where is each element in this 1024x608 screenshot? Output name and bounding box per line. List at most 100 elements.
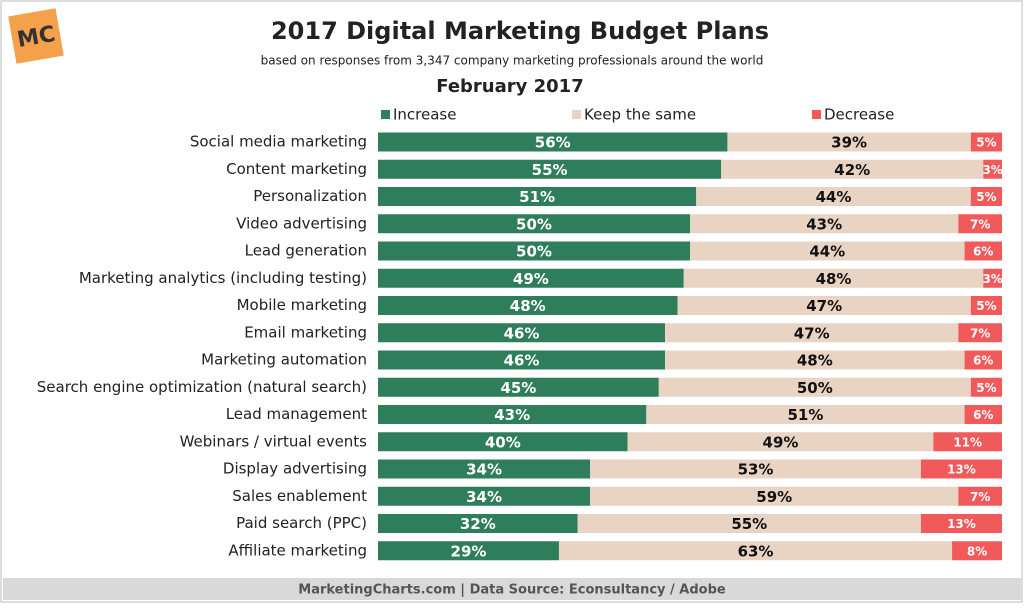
- value-label: 7%: [970, 326, 990, 340]
- bar-segment: [558, 541, 953, 561]
- bar-segment: [378, 268, 684, 288]
- category-label: Lead generation: [245, 242, 367, 260]
- chart-subtitle: based on responses from 3,347 company ma…: [261, 54, 764, 68]
- bar-segment: [665, 350, 965, 370]
- legend-swatch: [572, 110, 581, 119]
- value-label: 6%: [973, 408, 993, 422]
- footer-band: [3, 578, 1021, 600]
- value-label: 44%: [816, 188, 852, 206]
- bar-segment: [378, 132, 728, 152]
- bar-segment: [378, 159, 722, 179]
- value-label: 7%: [970, 490, 990, 504]
- bar-segment: [964, 350, 1002, 370]
- value-label: 5%: [976, 299, 996, 313]
- value-label: 43%: [806, 215, 842, 233]
- value-label: 32%: [460, 515, 496, 533]
- value-label: 49%: [513, 270, 549, 288]
- value-label: 34%: [466, 461, 502, 479]
- value-label: 63%: [738, 542, 774, 560]
- value-label: 5%: [976, 136, 996, 150]
- bar-segment: [378, 241, 690, 261]
- bar-segment: [958, 214, 1002, 234]
- value-label: 53%: [738, 461, 774, 479]
- legend-label: Increase: [393, 106, 456, 124]
- bar-segment: [378, 377, 659, 397]
- category-label: Email marketing: [244, 323, 367, 341]
- value-label: 39%: [831, 134, 867, 152]
- bar-segment: [983, 159, 1002, 179]
- bar-segment: [378, 486, 591, 506]
- value-label: 6%: [973, 245, 993, 259]
- value-label: 47%: [806, 297, 842, 315]
- category-label: Mobile marketing: [237, 296, 367, 314]
- value-label: 8%: [967, 544, 987, 558]
- bar-segment: [920, 459, 1002, 479]
- value-label: 13%: [947, 463, 976, 477]
- value-label: 3%: [982, 163, 1002, 177]
- bar-segment: [665, 323, 959, 343]
- category-label: Social media marketing: [190, 133, 367, 151]
- value-label: 3%: [982, 272, 1002, 286]
- bar-segment: [677, 296, 971, 315]
- bar-segment: [378, 214, 690, 234]
- category-label: Search engine optimization (natural sear…: [37, 378, 367, 396]
- bar-segment: [952, 541, 1002, 561]
- bar-segment: [378, 514, 578, 533]
- bar-segment: [646, 405, 965, 424]
- bar-segment: [378, 541, 559, 561]
- value-label: 48%: [816, 270, 852, 288]
- value-label: 47%: [794, 324, 830, 342]
- source: MarketingCharts.com | Data Source: Econs…: [298, 583, 726, 598]
- bar-segment: [378, 296, 678, 315]
- bar-segment: [958, 486, 1002, 506]
- value-label: 46%: [504, 324, 540, 342]
- bar-segment: [378, 350, 666, 370]
- value-label: 49%: [763, 433, 799, 451]
- category-label: Personalization: [253, 187, 367, 205]
- legend-label: Keep the same: [584, 106, 696, 124]
- value-label: 48%: [510, 297, 546, 315]
- chart-date: February 2017: [436, 76, 583, 97]
- bar-segment: [378, 405, 647, 424]
- chart-title: 2017 Digital Marketing Budget Plans: [271, 17, 769, 45]
- bar-segment: [983, 268, 1002, 288]
- bar-segment: [964, 241, 1002, 261]
- value-label: 50%: [797, 379, 833, 397]
- bar-segment: [933, 432, 1002, 452]
- value-label: 45%: [500, 379, 536, 397]
- bar-segment: [690, 241, 965, 261]
- bar-segment: [627, 432, 934, 452]
- value-label: 56%: [535, 134, 571, 152]
- value-label: 11%: [953, 435, 982, 449]
- bar-segment: [970, 377, 1002, 397]
- bar-segment: [970, 187, 1002, 206]
- bar-segment: [378, 432, 628, 452]
- bar-segment: [970, 296, 1002, 315]
- bar-segment: [696, 187, 971, 206]
- value-label: 42%: [834, 161, 870, 179]
- legend-swatch: [381, 110, 390, 119]
- category-label: Sales enablement: [232, 487, 367, 505]
- value-label: 40%: [485, 433, 521, 451]
- bar-segment: [378, 187, 697, 206]
- bar-segment: [970, 132, 1002, 152]
- bar-segment: [378, 459, 591, 479]
- bar-segment: [378, 323, 666, 343]
- category-label: Affiliate marketing: [228, 541, 367, 559]
- value-label: 29%: [451, 542, 487, 560]
- value-label: 5%: [976, 190, 996, 204]
- bar-segment: [958, 323, 1002, 343]
- value-label: 51%: [519, 188, 555, 206]
- logo: MC: [8, 8, 64, 64]
- value-label: 59%: [756, 488, 792, 506]
- value-label: 6%: [973, 354, 993, 368]
- bar-segment: [590, 486, 959, 506]
- bar-segment: [690, 214, 959, 234]
- bar-segment: [964, 405, 1002, 424]
- bar-segment: [577, 514, 921, 533]
- category-label: Lead management: [226, 405, 367, 423]
- value-label: 34%: [466, 488, 502, 506]
- value-label: 50%: [516, 215, 552, 233]
- bar-segment: [683, 268, 984, 288]
- bar-segment: [658, 377, 971, 397]
